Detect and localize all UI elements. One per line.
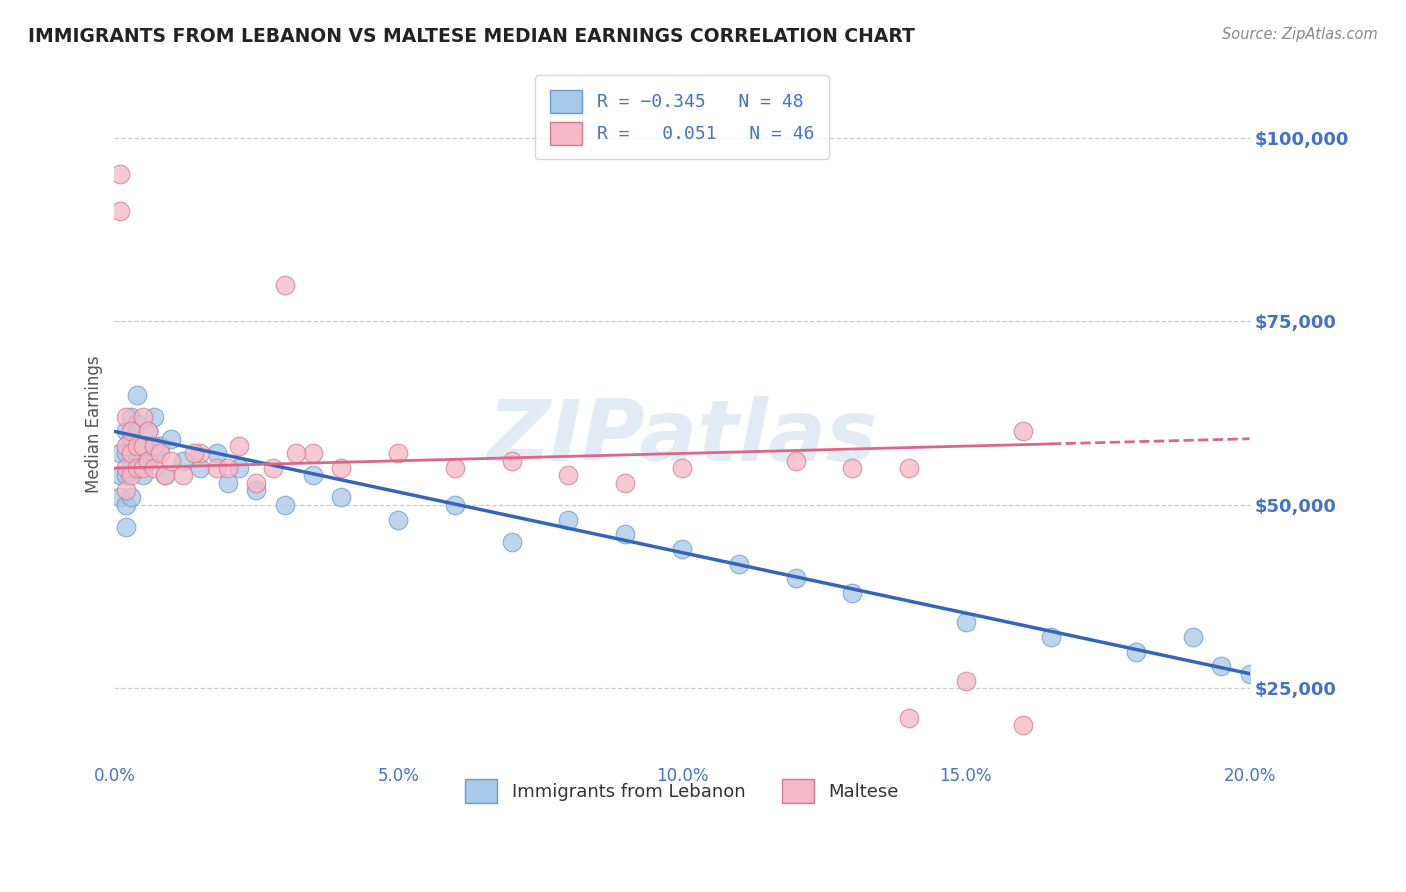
Point [183, 446, 205, 460]
Point [114, 498, 136, 512]
Point [898, 461, 921, 475]
Point [1011, 718, 1033, 732]
Point [114, 468, 136, 483]
Point [114, 461, 136, 475]
Point [132, 468, 155, 483]
Point [120, 446, 142, 460]
Text: ZIPatlas: ZIPatlas [486, 396, 877, 479]
Legend: Immigrants from Lebanon, Maltese: Immigrants from Lebanon, Maltese [454, 769, 910, 814]
Point [1181, 630, 1204, 644]
Point [155, 468, 177, 483]
Point [114, 425, 136, 439]
Point [217, 461, 239, 475]
Point [160, 432, 183, 446]
Point [217, 475, 239, 490]
Point [143, 446, 166, 460]
Point [1125, 645, 1147, 659]
Point [143, 409, 166, 424]
Point [330, 461, 353, 475]
Point [1239, 666, 1261, 681]
Point [120, 461, 142, 475]
Y-axis label: Median Earnings: Median Earnings [86, 355, 103, 493]
Point [138, 454, 160, 468]
Point [1011, 425, 1033, 439]
Point [155, 468, 177, 483]
Point [149, 439, 172, 453]
Point [614, 475, 637, 490]
Point [228, 461, 250, 475]
Point [120, 468, 142, 483]
Point [841, 461, 863, 475]
Point [132, 461, 155, 475]
Point [160, 454, 183, 468]
Point [387, 512, 409, 526]
Point [127, 461, 149, 475]
Point [273, 498, 295, 512]
Point [302, 446, 325, 460]
Point [108, 204, 131, 219]
Point [1039, 630, 1062, 644]
Point [127, 417, 149, 431]
Point [132, 439, 155, 453]
Point [614, 527, 637, 541]
Point [228, 439, 250, 453]
Point [120, 425, 142, 439]
Text: Source: ZipAtlas.com: Source: ZipAtlas.com [1222, 27, 1378, 42]
Point [127, 439, 149, 453]
Point [898, 711, 921, 725]
Point [120, 491, 142, 505]
Point [132, 439, 155, 453]
Point [138, 454, 160, 468]
Point [1211, 659, 1233, 673]
Point [671, 461, 693, 475]
Point [108, 491, 131, 505]
Text: IMMIGRANTS FROM LEBANON VS MALTESE MEDIAN EARNINGS CORRELATION CHART: IMMIGRANTS FROM LEBANON VS MALTESE MEDIA… [28, 27, 915, 45]
Point [138, 425, 160, 439]
Point [955, 673, 977, 688]
Point [143, 439, 166, 453]
Point [127, 454, 149, 468]
Point [557, 512, 579, 526]
Point [143, 461, 166, 475]
Point [114, 446, 136, 460]
Point [205, 461, 228, 475]
Point [114, 520, 136, 534]
Point [785, 454, 807, 468]
Point [444, 461, 467, 475]
Point [557, 468, 579, 483]
Point [114, 409, 136, 424]
Point [841, 586, 863, 600]
Point [273, 277, 295, 292]
Point [120, 409, 142, 424]
Point [108, 446, 131, 460]
Point [285, 446, 308, 460]
Point [444, 498, 467, 512]
Point [188, 446, 211, 460]
Point [172, 468, 194, 483]
Point [671, 541, 693, 556]
Point [108, 468, 131, 483]
Point [114, 483, 136, 497]
Point [108, 168, 131, 182]
Point [127, 387, 149, 401]
Point [114, 439, 136, 453]
Point [245, 475, 267, 490]
Point [501, 534, 523, 549]
Point [132, 409, 155, 424]
Point [785, 571, 807, 585]
Point [188, 461, 211, 475]
Point [262, 461, 284, 475]
Point [120, 432, 142, 446]
Point [205, 446, 228, 460]
Point [501, 454, 523, 468]
Point [302, 468, 325, 483]
Point [955, 615, 977, 630]
Point [149, 446, 172, 460]
Point [245, 483, 267, 497]
Point [330, 491, 353, 505]
Point [727, 557, 749, 571]
Point [387, 446, 409, 460]
Point [138, 425, 160, 439]
Point [172, 454, 194, 468]
